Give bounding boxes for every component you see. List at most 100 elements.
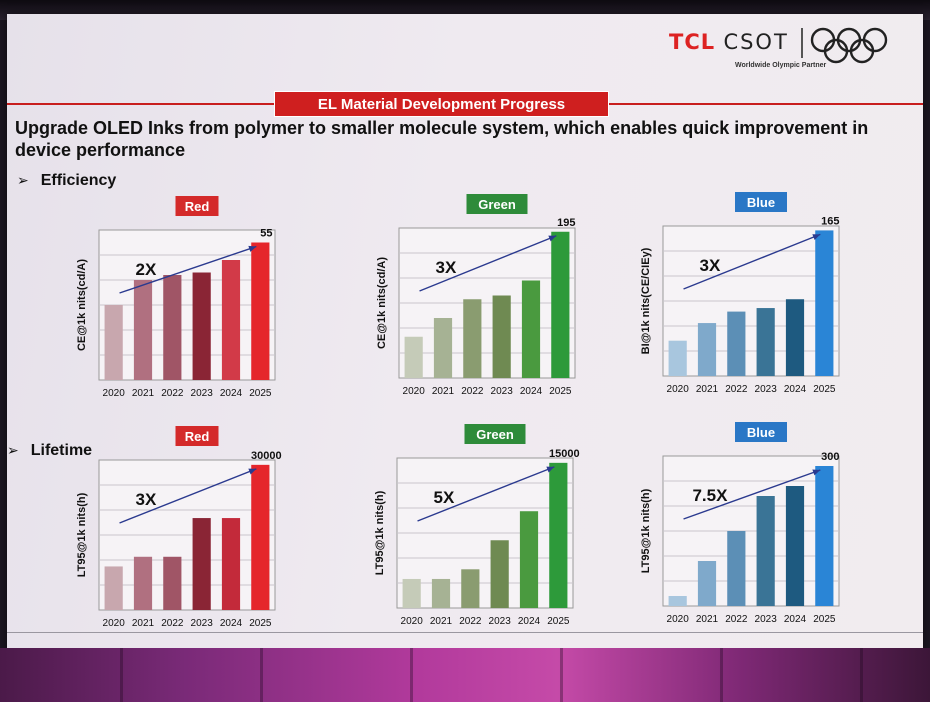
x-tick-label: 2024 [784, 614, 807, 625]
bar [490, 540, 509, 608]
bar [192, 272, 211, 380]
efficiency-label: ➢ Efficiency [17, 172, 117, 189]
stage-lights [0, 648, 930, 702]
series-tag-label: Blue [747, 195, 775, 210]
bar [402, 578, 421, 608]
bar [404, 336, 423, 378]
bar [815, 466, 834, 606]
x-tick-label: 2020 [667, 384, 690, 395]
logo-divider [801, 28, 803, 58]
x-tick-label: 2021 [430, 616, 453, 627]
series-tag [464, 424, 526, 444]
growth-label: 3X [136, 490, 157, 509]
footer-rule [7, 632, 923, 633]
bar [221, 518, 241, 610]
bar [785, 299, 805, 376]
chart-efficiency-red: Red 2020 2021 2022 2023 2024 2025 55 2X CE@1k nit… [65, 194, 305, 409]
x-tick-label: 2025 [549, 386, 572, 397]
x-tick-label: 2024 [220, 388, 243, 399]
bar [461, 569, 480, 608]
data-label: 165 [821, 215, 839, 227]
bar [549, 462, 568, 608]
bar [756, 308, 775, 376]
series-tag [175, 196, 219, 216]
growth-label: 3X [700, 256, 721, 275]
series-tag [175, 426, 219, 446]
x-tick-label: 2023 [755, 384, 778, 395]
x-tick-label: 2021 [696, 614, 719, 625]
bar [433, 318, 453, 378]
x-tick-label: 2022 [461, 386, 484, 397]
trend-arrow [683, 469, 821, 520]
trend-arrow-head [546, 466, 555, 473]
x-tick-label: 2020 [403, 386, 426, 397]
life-red-svg: Red 2020 2021 2022 2023 2024 2025 30000 3X LT95@1… [76, 426, 282, 629]
y-axis-label: LT95@1k nits(h) [374, 490, 386, 575]
trend-arrow-head [248, 245, 257, 252]
bar [519, 511, 539, 608]
chart-efficiency-blue: Blue 2020 2021 2022 2023 2024 2025 165 3X BI@1k n… [629, 190, 869, 405]
x-tick-label: 2025 [547, 616, 570, 627]
chart-lifetime-green: Green 2020 2021 2022 2023 2024 2025 15000 5X LT95… [363, 422, 603, 637]
series-tag [735, 192, 787, 212]
bar [668, 340, 687, 376]
chart-lifetime-blue: Blue 2020 2021 2022 2023 2024 2025 300 7.5X LT95@… [629, 420, 869, 635]
growth-label: 2X [136, 260, 157, 279]
x-tick-label: 2024 [220, 618, 243, 629]
x-tick-label: 2023 [755, 614, 778, 625]
trend-arrow [683, 233, 821, 290]
bullet-arrow-icon: ➢ [17, 172, 29, 188]
bar [251, 464, 270, 610]
data-label: 300 [821, 451, 839, 463]
trend-arrow-head [548, 235, 557, 242]
slide: TCL CSOT Worldwide Olympic Partner EL Ma… [7, 14, 923, 654]
series-tag-label: Red [185, 199, 210, 214]
series-tag-label: Green [476, 427, 514, 442]
bar [192, 518, 211, 610]
bar [133, 280, 153, 380]
series-tag-label: Blue [747, 425, 775, 440]
y-axis-label: LT95@1k nits(h) [640, 488, 652, 573]
bar [492, 295, 511, 378]
company-logo: TCL CSOT Worldwide Olympic Partner [669, 22, 899, 78]
series-tag [735, 422, 787, 442]
eff-blue-svg: Blue 2020 2021 2022 2023 2024 2025 165 3X BI@1k n… [640, 192, 840, 395]
bar [551, 231, 570, 378]
x-tick-label: 2020 [667, 614, 690, 625]
data-label: 195 [557, 217, 575, 229]
y-axis-label: CE@1k nits(cd/A) [376, 257, 388, 349]
life-blue-svg: Blue 2020 2021 2022 2023 2024 2025 300 7.5X LT95@… [640, 422, 840, 625]
x-tick-label: 2025 [813, 384, 836, 395]
x-tick-label: 2025 [249, 388, 272, 399]
bar [697, 561, 717, 606]
trend-arrow [119, 245, 257, 294]
bar [521, 280, 541, 378]
trend-arrow [417, 466, 555, 522]
bar [697, 323, 717, 376]
lifetime-label: ➢ Lifetime [7, 442, 93, 459]
x-tick-label: 2020 [401, 616, 424, 627]
y-axis-label: LT95@1k nits(h) [76, 492, 88, 577]
bar [104, 305, 123, 380]
x-tick-label: 2022 [725, 614, 748, 625]
series-tag-label: Green [478, 197, 516, 212]
bar [163, 556, 182, 610]
data-label: 55 [260, 228, 272, 240]
bar [133, 556, 153, 610]
bar [104, 566, 123, 610]
growth-label: 7.5X [692, 486, 728, 505]
x-tick-label: 2024 [518, 616, 541, 627]
logo-brand: TCL [669, 30, 716, 54]
data-label: 30000 [251, 450, 282, 462]
x-tick-label: 2021 [132, 388, 155, 399]
x-tick-label: 2024 [784, 384, 807, 395]
trend-arrow [119, 468, 257, 524]
trend-arrow-head [812, 469, 821, 476]
bar [668, 596, 687, 606]
bar [221, 260, 241, 380]
series-tag [466, 194, 528, 214]
chart-efficiency-green: Green 2020 2021 2022 2023 2024 2025 195 3X CE@1k … [365, 192, 605, 407]
x-tick-label: 2024 [520, 386, 543, 397]
bullet-arrow-icon: ➢ [7, 442, 19, 458]
growth-label: 3X [436, 258, 457, 277]
